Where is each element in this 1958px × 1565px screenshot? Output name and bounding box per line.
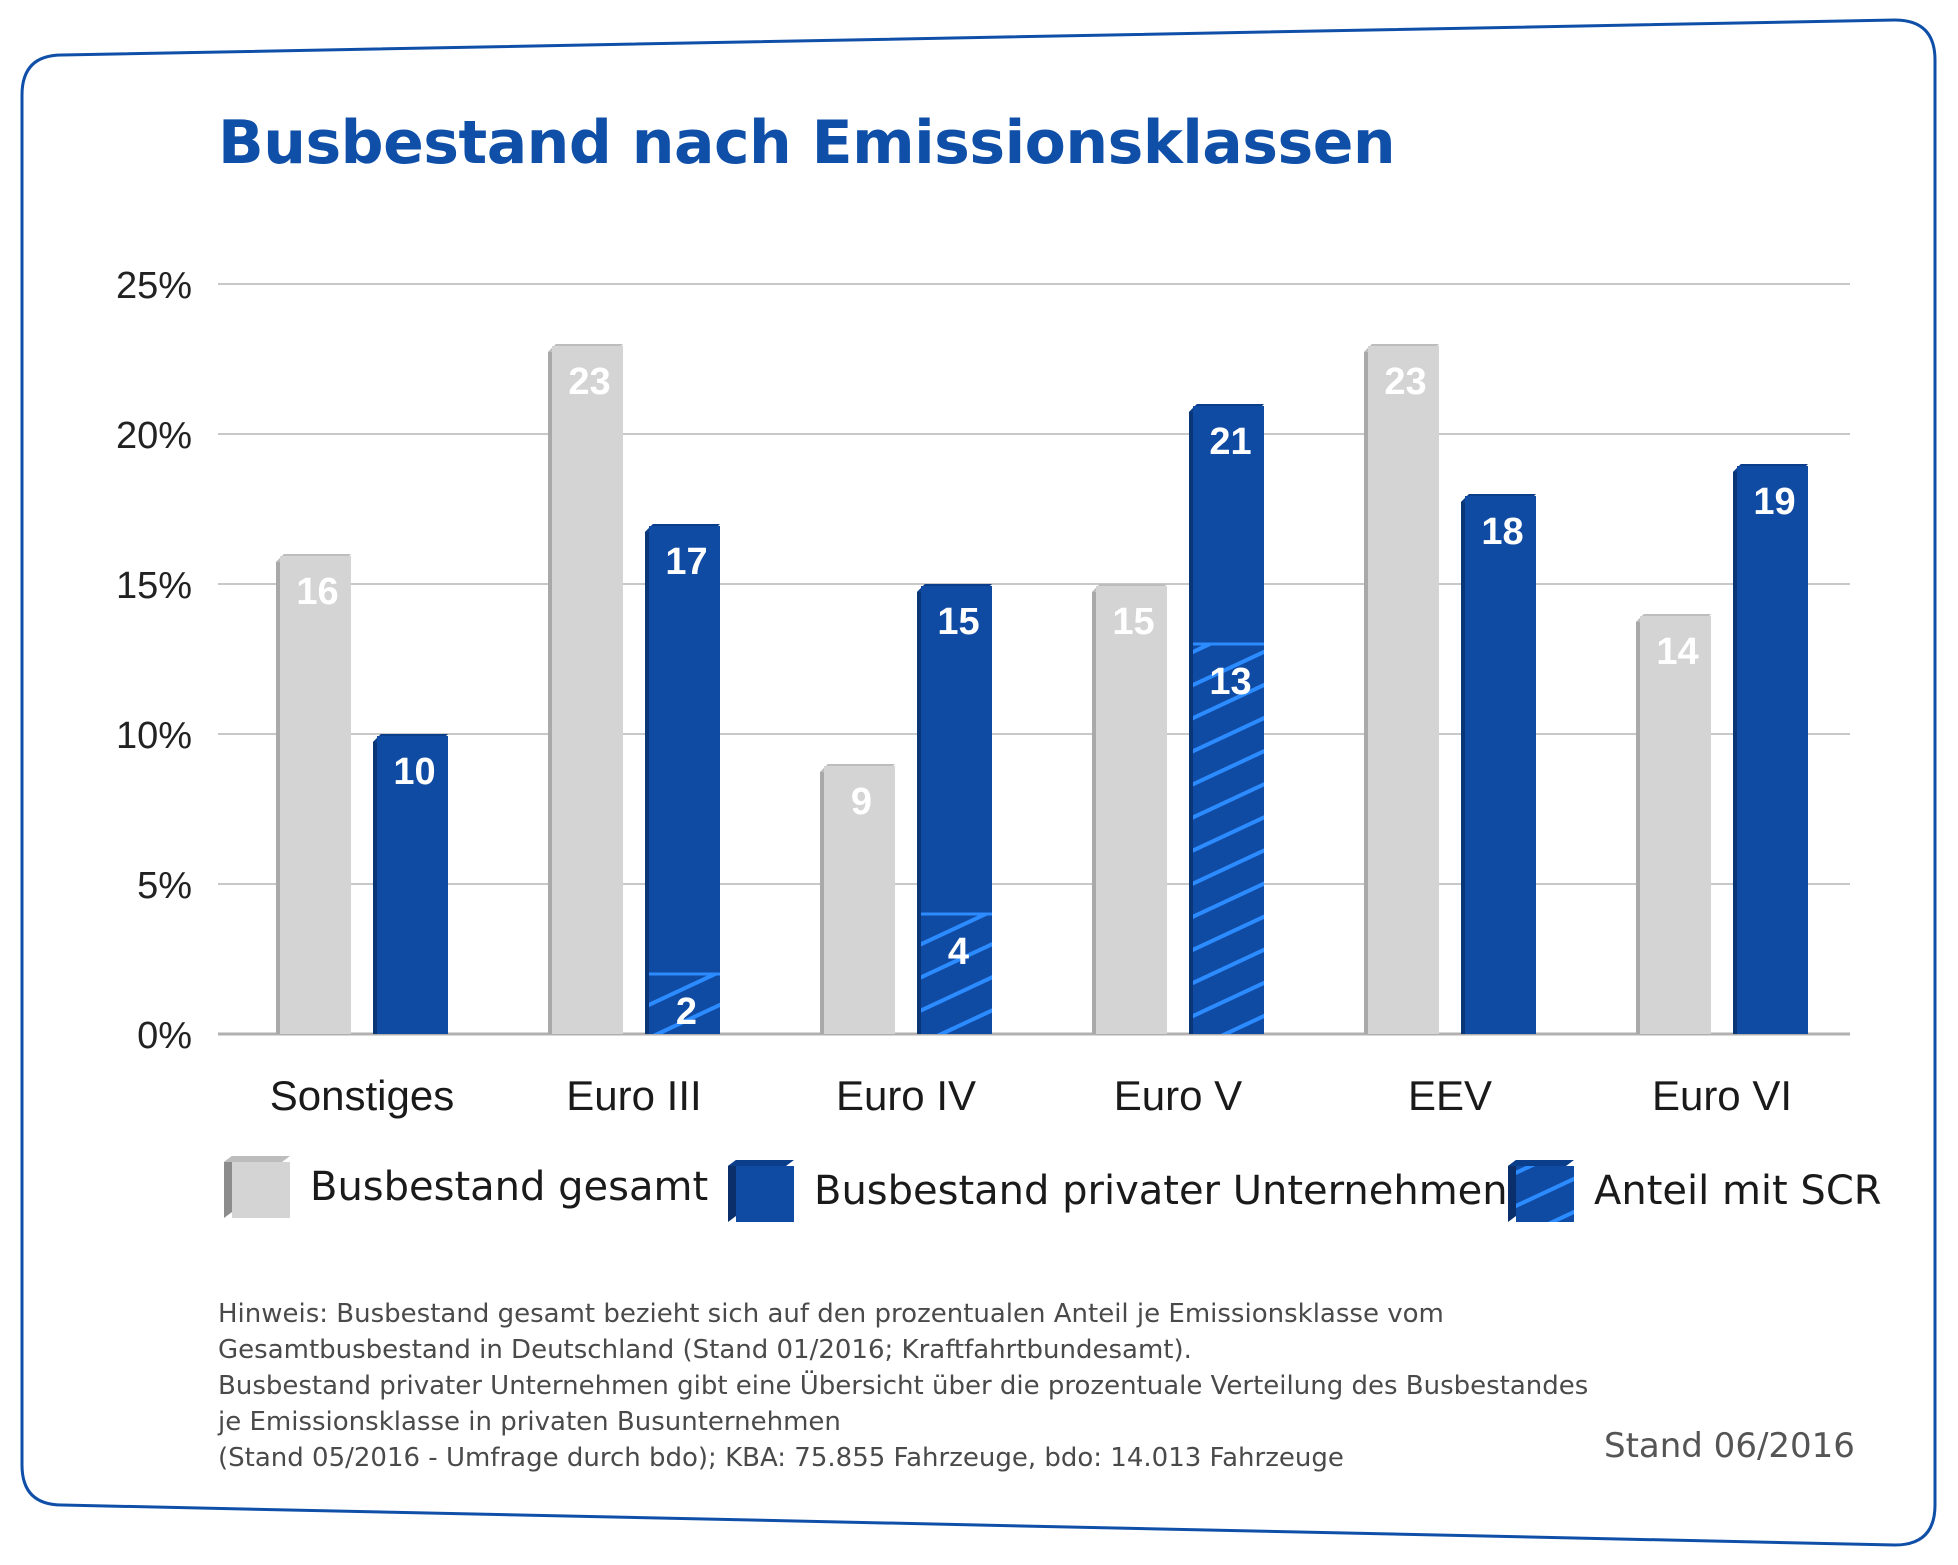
legend-label-gesamt: Busbestand gesamt — [310, 1164, 709, 1210]
bar-busbestand-privat — [373, 734, 448, 1034]
y-tick-label: 0% — [137, 1015, 192, 1057]
data-label-gesamt: 23 — [1384, 361, 1426, 403]
data-label-gesamt: 16 — [296, 571, 338, 613]
y-tick-label: 15% — [116, 565, 192, 607]
data-label-scr: 4 — [948, 931, 969, 973]
legend-swatch-gray — [224, 1156, 290, 1218]
data-label-privat: 10 — [393, 751, 435, 793]
footnote-line: Gesamtbusbestand in Deutschland (Stand 0… — [218, 1335, 1192, 1365]
bar-face — [649, 526, 720, 1034]
bar-face — [824, 766, 895, 1034]
bar-face — [1368, 346, 1439, 1034]
footnote-line: (Stand 05/2016 - Umfrage durch bdo); KBA… — [218, 1443, 1344, 1473]
y-tick-label: 25% — [116, 265, 192, 307]
legend-swatch-blue — [728, 1160, 794, 1222]
y-tick-label: 5% — [137, 865, 192, 907]
bar-face — [280, 556, 351, 1034]
y-tick-label: 20% — [116, 415, 192, 457]
stand-date: Stand 06/2016 — [1604, 1426, 1855, 1466]
bar-anteil-scr — [649, 972, 720, 1034]
bar-busbestand-privat — [645, 524, 720, 1034]
x-tick-label: Euro III — [566, 1072, 701, 1119]
legend-item-gesamt: Busbestand gesamt — [224, 1156, 708, 1218]
x-tick-label: Euro IV — [836, 1072, 976, 1119]
bar-anteil-scr — [1193, 642, 1264, 1034]
data-label-privat: 21 — [1209, 421, 1251, 463]
bar-face — [1737, 466, 1808, 1034]
bar-busbestand-gesamt — [1636, 614, 1711, 1034]
bar-busbestand-privat — [1733, 464, 1808, 1034]
data-label-scr: 2 — [676, 991, 697, 1033]
data-label-privat: 15 — [937, 601, 979, 643]
data-label-gesamt: 23 — [568, 361, 610, 403]
bar-busbestand-gesamt — [276, 554, 351, 1034]
footnote-line: Hinweis: Busbestand gesamt bezieht sich … — [218, 1299, 1444, 1329]
legend-item-privat: Busbestand privater Unternehmen — [728, 1160, 1508, 1222]
bar-face — [1096, 586, 1167, 1034]
legend-label-scr: Anteil mit SCR — [1594, 1168, 1882, 1214]
chart-title: Busbestand nach Emissionsklassen — [218, 108, 1396, 178]
legend-item-scr: Anteil mit SCR — [1508, 1160, 1882, 1222]
bar-scr-fill — [921, 914, 992, 1034]
x-tick-label: EEV — [1408, 1072, 1492, 1119]
y-tick-label: 10% — [116, 715, 192, 757]
bar-scr-fill — [649, 974, 720, 1034]
bar-busbestand-privat — [1461, 494, 1536, 1034]
x-tick-label: Euro VI — [1652, 1072, 1792, 1119]
bar-busbestand-gesamt — [548, 344, 623, 1034]
footnote: Hinweis: Busbestand gesamt bezieht sich … — [218, 1296, 1588, 1476]
legend-label-privat: Busbestand privater Unternehmen — [814, 1168, 1508, 1214]
legend-swatch-hatch — [1508, 1160, 1574, 1222]
data-label-privat: 19 — [1753, 481, 1795, 523]
data-label-scr: 13 — [1209, 661, 1251, 703]
bar-face — [1640, 616, 1711, 1034]
footnote-line: je Emissionsklasse in privaten Busuntern… — [218, 1407, 841, 1437]
bar-busbestand-gesamt — [820, 764, 895, 1034]
data-label-gesamt: 14 — [1656, 631, 1698, 673]
footnote-line: Busbestand privater Unternehmen gibt ein… — [218, 1371, 1589, 1401]
bar-busbestand-gesamt — [1092, 584, 1167, 1034]
data-label-gesamt: 15 — [1112, 601, 1154, 643]
data-label-privat: 17 — [665, 541, 707, 583]
bar-busbestand-gesamt — [1364, 344, 1439, 1034]
bar-face — [1465, 496, 1536, 1034]
bar-anteil-scr — [921, 912, 992, 1034]
x-tick-label: Euro V — [1114, 1072, 1242, 1119]
x-tick-label: Sonstiges — [270, 1072, 454, 1119]
data-label-gesamt: 9 — [851, 781, 872, 823]
data-label-privat: 18 — [1481, 511, 1523, 553]
bar-scr-fill — [1193, 644, 1264, 1034]
bar-face — [377, 736, 448, 1034]
bar-face — [552, 346, 623, 1034]
